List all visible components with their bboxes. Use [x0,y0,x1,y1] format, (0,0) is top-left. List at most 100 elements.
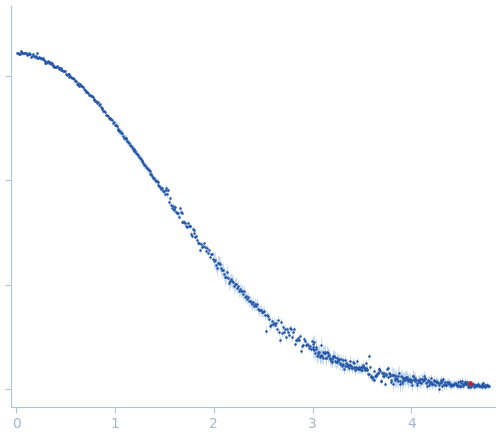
Point [172,208,180,215]
Point [326,354,334,361]
Point [482,382,490,389]
Point [442,381,450,388]
Point [479,382,487,388]
Point [183,223,191,230]
Point [212,261,220,268]
Point [465,384,473,391]
Point [198,243,206,250]
Point [240,288,248,295]
Point [82,88,90,95]
Point [149,174,157,181]
Point [136,155,144,162]
Point [270,319,278,326]
Point [53,63,61,70]
Point [297,347,305,354]
Point [156,184,164,191]
Point [405,375,413,382]
Point [466,379,474,386]
Point [185,222,193,229]
Point [470,382,478,388]
Point [150,174,158,181]
Point [125,140,133,147]
Point [152,177,160,184]
Point [418,376,426,383]
Point [246,297,254,304]
Point [455,378,463,385]
Point [463,378,471,385]
Point [423,379,431,386]
Point [18,49,26,55]
Point [450,380,458,387]
Point [132,149,140,156]
Point [225,280,233,287]
Point [278,329,286,336]
Point [386,371,394,378]
Point [399,376,407,383]
Point [164,186,172,193]
Point [249,299,257,306]
Point [370,377,378,384]
Point [112,122,120,129]
Point [161,190,169,197]
Point [375,365,383,372]
Point [389,372,397,379]
Point [464,381,472,388]
Point [319,354,327,361]
Point [173,209,181,216]
Point [391,377,399,384]
Point [283,326,291,333]
Point [68,75,76,82]
Point [336,359,344,366]
Point [131,148,139,155]
Point [345,364,353,371]
Point [90,97,98,104]
Point [394,372,402,379]
Point [252,303,260,310]
Point [425,378,433,385]
Point [401,374,409,381]
Point [157,186,165,193]
Point [222,273,230,280]
Point [481,382,489,388]
Point [474,382,482,388]
Point [333,359,341,366]
Point [158,185,166,192]
Point [477,382,485,389]
Point [455,382,463,389]
Point [478,381,486,388]
Point [100,108,108,114]
Point [122,135,130,142]
Point [372,372,380,379]
Point [190,230,198,237]
Point [483,382,491,389]
Point [364,371,372,378]
Point [352,365,360,372]
Point [432,378,440,385]
Point [59,68,67,75]
Point [387,378,395,385]
Point [254,306,262,313]
Point [434,379,442,386]
Point [66,73,74,80]
Point [473,382,481,388]
Point [279,324,287,331]
Point [370,367,378,374]
Point [105,114,113,121]
Point [459,380,467,387]
Point [367,373,375,380]
Point [467,382,475,389]
Point [39,54,47,61]
Point [322,354,330,361]
Point [133,150,141,157]
Point [27,54,35,61]
Point [385,372,393,379]
Point [233,284,241,291]
Point [15,50,23,57]
Point [31,53,39,60]
Point [359,361,367,368]
Point [189,225,197,232]
Point [467,382,475,389]
Point [411,375,419,382]
Point [256,307,264,314]
Point [209,256,217,263]
